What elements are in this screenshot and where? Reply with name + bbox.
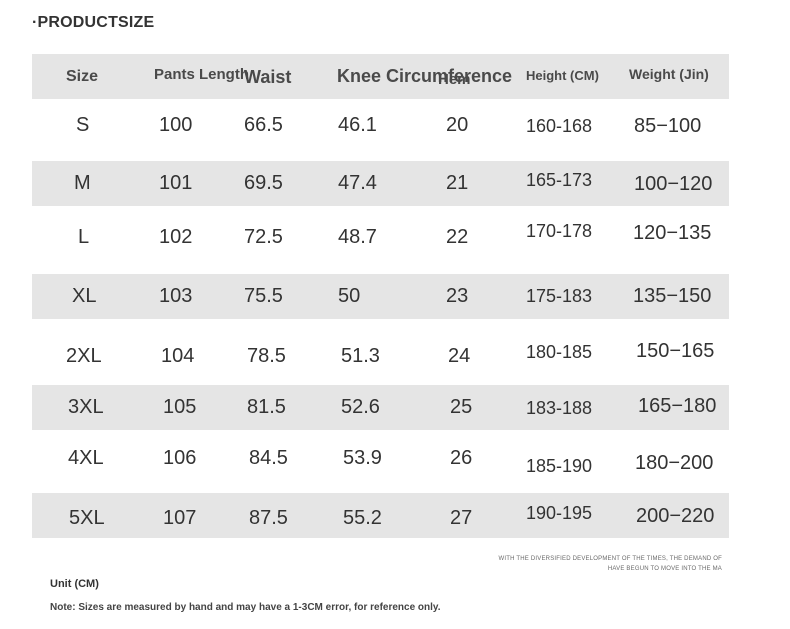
- cell-waist: 84.5: [249, 447, 288, 469]
- cell-hem: 21: [446, 172, 469, 194]
- cell-hem: 26: [450, 447, 473, 469]
- table-header-row: Size Pants Length Waist Knee Circumferen…: [32, 54, 729, 99]
- table-row: 4XL 106 84.5 53.9 26 185-190 180−200: [32, 430, 729, 493]
- cell-height: 190-195: [526, 503, 593, 523]
- cell-waist: 81.5: [247, 396, 286, 418]
- cell-pants-length: 101: [159, 172, 193, 194]
- cell-waist: 87.5: [249, 507, 288, 529]
- cell-weight: 100−120: [634, 173, 713, 195]
- page-title: ·PRODUCTSIZE: [32, 14, 155, 31]
- cell-hem: 22: [446, 226, 469, 248]
- cell-knee: 52.6: [341, 396, 380, 418]
- cell-weight: 135−150: [633, 285, 712, 307]
- header-pants-length: Pants Length: [154, 66, 250, 83]
- header-hem: Hem: [438, 71, 471, 88]
- cell-height: 185-190: [526, 456, 593, 476]
- cell-height: 160-168: [526, 116, 593, 136]
- table-row: XL 103 75.5 50 23 175-183 135−150: [32, 274, 729, 319]
- header-knee-circumference: Knee Circumference: [337, 66, 513, 86]
- header-size: Size: [66, 68, 99, 85]
- cell-size: 4XL: [68, 447, 104, 469]
- cell-knee: 51.3: [341, 345, 380, 367]
- header-waist: Waist: [244, 67, 292, 87]
- table-row: 3XL 105 81.5 52.6 25 183-188 165−180: [32, 385, 729, 430]
- table-row: 2XL 104 78.5 51.3 24 180-185 150−165: [32, 319, 729, 385]
- cell-knee: 50: [338, 285, 361, 307]
- unit-label: Unit (CM): [50, 578, 99, 590]
- cell-knee: 48.7: [338, 226, 377, 248]
- cell-size: XL: [72, 285, 97, 307]
- cell-size: 3XL: [68, 396, 104, 418]
- cell-waist: 78.5: [247, 345, 286, 367]
- cell-weight: 180−200: [635, 452, 714, 474]
- cell-pants-length: 105: [163, 396, 197, 418]
- cell-pants-length: 103: [159, 285, 193, 307]
- cell-pants-length: 107: [163, 507, 197, 529]
- table-row: M 101 69.5 47.4 21 165-173 100−120: [32, 161, 729, 206]
- measurement-note: Note: Sizes are measured by hand and may…: [50, 602, 441, 613]
- cell-waist: 66.5: [244, 114, 283, 136]
- cell-weight: 85−100: [634, 115, 702, 137]
- cell-size: L: [78, 226, 90, 248]
- cell-hem: 25: [450, 396, 473, 418]
- cell-height: 183-188: [526, 398, 593, 418]
- cell-knee: 46.1: [338, 114, 377, 136]
- cell-pants-length: 106: [163, 447, 197, 469]
- cell-height: 165-173: [526, 170, 593, 190]
- cell-height: 170-178: [526, 221, 593, 241]
- cell-size: 5XL: [69, 507, 105, 529]
- cell-hem: 24: [448, 345, 471, 367]
- table-row: S 100 66.5 46.1 20 160-168 85−100: [32, 99, 729, 161]
- cell-weight: 120−135: [633, 222, 712, 244]
- footer-tagline-line-2: have begun to move into the ma: [607, 566, 722, 572]
- cell-size: S: [76, 114, 90, 136]
- cell-hem: 23: [446, 285, 469, 307]
- table-row: 5XL 107 87.5 55.2 27 190-195 200−220: [32, 493, 729, 538]
- cell-hem: 20: [446, 114, 469, 136]
- cell-waist: 75.5: [244, 285, 283, 307]
- cell-waist: 69.5: [244, 172, 283, 194]
- cell-pants-length: 100: [159, 114, 193, 136]
- cell-size: 2XL: [66, 345, 102, 367]
- cell-pants-length: 104: [161, 345, 195, 367]
- cell-knee: 47.4: [338, 172, 377, 194]
- cell-weight: 200−220: [636, 505, 715, 527]
- cell-waist: 72.5: [244, 226, 283, 248]
- cell-hem: 27: [450, 507, 473, 529]
- cell-knee: 55.2: [343, 507, 382, 529]
- cell-height: 175-183: [526, 286, 593, 306]
- cell-weight: 165−180: [638, 395, 717, 417]
- cell-pants-length: 102: [159, 226, 193, 248]
- cell-height: 180-185: [526, 342, 593, 362]
- header-weight: Weight (Jin): [629, 66, 709, 82]
- size-table: Size Pants Length Waist Knee Circumferen…: [32, 54, 729, 538]
- footer-tagline-line-1: With the diversified development of the …: [498, 556, 722, 562]
- cell-knee: 53.9: [343, 447, 382, 469]
- table-row: L 102 72.5 48.7 22 170-178 120−135: [32, 206, 729, 274]
- cell-weight: 150−165: [636, 340, 715, 362]
- cell-size: M: [74, 172, 91, 194]
- header-height: Height (CM): [526, 68, 599, 83]
